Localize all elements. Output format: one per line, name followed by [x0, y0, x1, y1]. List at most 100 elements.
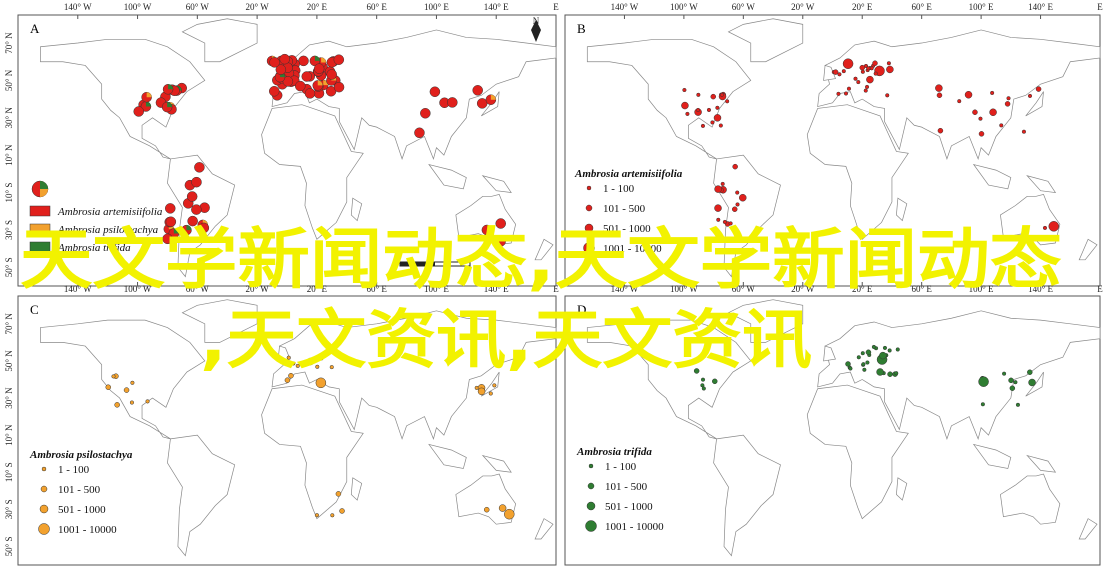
panel-letter: B [577, 21, 586, 36]
site-dot [886, 61, 891, 66]
landmass [727, 299, 804, 343]
site-dot [1015, 402, 1021, 407]
landmass [181, 299, 258, 343]
site-dot [111, 374, 116, 379]
site-dot [481, 224, 493, 236]
site-dot [1002, 371, 1007, 376]
legend-label: 501 - 1000 [58, 504, 106, 516]
landmass [167, 434, 236, 557]
site-dot [841, 69, 846, 74]
lon-label: 100° E [969, 284, 994, 294]
legend-label: 501 - 1000 [603, 223, 651, 235]
site-dot [315, 377, 327, 389]
legend-label: Ambrosia trifida [57, 242, 131, 254]
north-label: N [533, 16, 540, 26]
legend-dot [588, 463, 594, 469]
site-dot [492, 383, 497, 388]
site-dot [978, 131, 985, 137]
site-dot [873, 71, 878, 76]
landmass [817, 310, 1101, 440]
landmass [1078, 238, 1098, 261]
site-dot [853, 76, 858, 81]
site-dot [123, 387, 130, 393]
site-dot [194, 162, 205, 173]
lat-label: 70° N [4, 32, 14, 54]
site-dot [714, 185, 722, 193]
landmass [1078, 518, 1098, 540]
landmass [350, 477, 363, 501]
site-dot [1027, 369, 1033, 375]
panel-letter: D [577, 302, 586, 317]
lat-label: 50° S [4, 257, 14, 277]
site-dot [712, 378, 718, 385]
pie-slice [173, 228, 179, 234]
legend-label: Ambrosia psilostachya [57, 224, 159, 236]
lat-label: 50° S [4, 537, 14, 557]
landmass [972, 163, 1012, 190]
site-dot [866, 66, 871, 71]
site-dot [887, 371, 893, 377]
overlay-line-2: ,天文资讯,天文资讯 [200, 304, 812, 378]
landmass [350, 197, 363, 222]
site-dot [275, 64, 287, 75]
landmass [972, 443, 1012, 469]
site-dot [735, 202, 740, 207]
lon-label: 100° W [670, 2, 698, 12]
site-dot [269, 57, 280, 68]
site-dot [719, 92, 724, 97]
site-dot [333, 81, 345, 93]
pie-slice [321, 57, 327, 63]
lat-label: 10° N [4, 144, 14, 166]
lon-label: 60° W [732, 2, 756, 12]
site-dot [329, 365, 334, 370]
lat-label: 10° N [4, 424, 14, 446]
lat-label: 70° N [4, 313, 14, 335]
panel-letter: C [30, 302, 39, 317]
landmass [1026, 454, 1057, 473]
pie-slice [186, 225, 192, 231]
site-dot [935, 84, 943, 92]
landmass [481, 175, 512, 193]
site-dot [1021, 129, 1026, 134]
site-dot [420, 108, 431, 119]
legend-label: 1 - 100 [605, 461, 637, 473]
lon-label: 100° W [670, 284, 698, 294]
site-dot [710, 93, 716, 100]
lon-label: E [553, 284, 559, 294]
landmass [1000, 194, 1061, 246]
site-dot [477, 387, 486, 396]
landmass [806, 384, 909, 520]
site-dot [295, 80, 306, 92]
site-dot [856, 80, 861, 85]
map-panel: C [17, 295, 557, 566]
landmass [586, 38, 752, 160]
site-dot [165, 203, 176, 214]
lon-label: 100° W [124, 284, 152, 294]
site-dot [866, 75, 874, 84]
legend-swatch [29, 205, 51, 217]
landmass [167, 154, 236, 278]
site-dot [298, 55, 309, 67]
legend-title: Ambrosia artemisiifolia [574, 168, 683, 180]
site-dot [882, 345, 888, 350]
site-dot [990, 90, 995, 95]
legend-swatch [29, 223, 51, 235]
legend-swatch [29, 241, 51, 253]
site-dot [681, 101, 689, 110]
site-dot [685, 111, 690, 116]
legend-label: 1 - 100 [58, 464, 90, 476]
site-dot [504, 508, 515, 520]
site-dot [335, 491, 342, 497]
site-dot [301, 71, 313, 82]
site-dot [869, 66, 874, 71]
site-dot [885, 93, 890, 98]
site-dot [732, 163, 738, 170]
lon-label: 20° W [791, 2, 815, 12]
site-dot [716, 217, 721, 222]
legend-label: 101 - 500 [58, 484, 101, 496]
landmass [586, 319, 752, 440]
site-dot [191, 176, 202, 188]
site-dot [871, 344, 876, 350]
site-dot [865, 360, 870, 365]
site-dot [864, 84, 870, 89]
